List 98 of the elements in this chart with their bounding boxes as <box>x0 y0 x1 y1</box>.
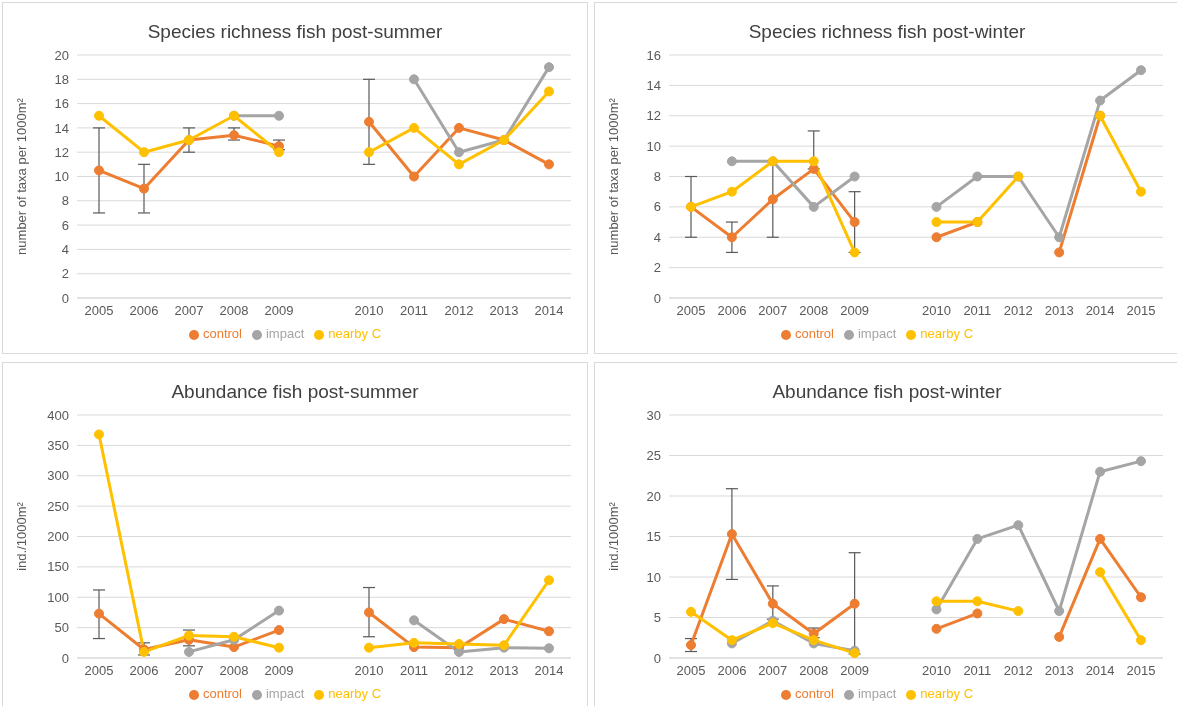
x-tick-label: 2008 <box>799 303 829 319</box>
x-tick-label: 2013 <box>1044 663 1074 679</box>
x-tick-label: 2011 <box>400 303 428 319</box>
x-tick-label: 2015 <box>1126 303 1156 319</box>
x-tick-label: 2007 <box>174 303 204 319</box>
y-tick-label: 0 <box>61 650 69 666</box>
legend-label: control <box>202 326 242 341</box>
y-tick-label: 6 <box>61 217 69 233</box>
legend-label: impact <box>857 326 897 341</box>
y-tick-label: 6 <box>653 199 661 215</box>
y-tick-label: 4 <box>653 229 661 245</box>
x-tick-label: 2009 <box>264 303 294 319</box>
x-tick-label: 2013 <box>1044 303 1074 319</box>
legend-label: control <box>202 686 242 701</box>
x-tick-label: 2011 <box>963 303 992 319</box>
x-tick-label: 2011 <box>400 663 428 679</box>
y-tick-label: 150 <box>47 559 69 575</box>
x-tick-label: 2009 <box>264 663 294 679</box>
y-tick-label: 12 <box>646 108 661 124</box>
x-tick-label: 2009 <box>840 663 870 679</box>
x-tick-label: 2015 <box>1126 663 1156 679</box>
x-tick-label: 2013 <box>489 303 519 319</box>
y-tick-label: 50 <box>54 620 69 636</box>
y-axis-title: number of taxa per 1000m² <box>605 97 621 255</box>
x-tick-label: 2012 <box>1003 663 1033 679</box>
legend-label: control <box>794 686 834 701</box>
x-tick-label: 2006 <box>717 663 747 679</box>
y-tick-label: 15 <box>646 529 661 545</box>
y-tick-label: 0 <box>653 290 661 306</box>
x-tick-label: 2007 <box>758 303 788 319</box>
legend-label: nearby C <box>920 686 974 701</box>
y-tick-label: 8 <box>61 193 69 209</box>
y-tick-label: 16 <box>646 47 661 63</box>
x-tick-label: 2014 <box>534 663 564 679</box>
x-tick-label: 2014 <box>1085 303 1115 319</box>
x-tick-label: 2008 <box>219 303 249 319</box>
legend-label: nearby C <box>920 326 974 341</box>
y-tick-label: 20 <box>54 47 69 63</box>
y-tick-label: 14 <box>646 77 661 93</box>
chart-title: Abundance fish post-summer <box>170 381 420 404</box>
y-tick-label: 100 <box>47 589 69 605</box>
y-tick-label: 8 <box>653 169 661 185</box>
y-tick-label: 200 <box>47 529 69 545</box>
y-tick-label: 4 <box>61 242 69 258</box>
y-tick-label: 5 <box>653 610 661 626</box>
legend-label: nearby C <box>328 326 382 341</box>
x-tick-label: 2014 <box>1085 663 1115 679</box>
y-tick-label: 400 <box>47 407 69 423</box>
y-tick-label: 0 <box>653 650 661 666</box>
y-tick-label: 14 <box>54 120 69 136</box>
y-tick-label: 2 <box>653 260 661 276</box>
y-tick-label: 16 <box>54 96 69 112</box>
x-tick-label: 2010 <box>921 303 951 319</box>
x-tick-label: 2007 <box>174 663 204 679</box>
y-tick-label: 10 <box>54 169 69 185</box>
y-tick-label: 0 <box>61 290 69 306</box>
x-tick-label: 2005 <box>84 663 114 679</box>
x-tick-label: 2013 <box>489 663 519 679</box>
x-tick-label: 2008 <box>799 663 829 679</box>
x-tick-label: 2007 <box>758 663 788 679</box>
y-axis-title: ind./1000m² <box>605 501 621 571</box>
x-tick-label: 2012 <box>444 663 474 679</box>
x-tick-label: 2012 <box>444 303 474 319</box>
legend-label: control <box>794 326 834 341</box>
y-tick-label: 12 <box>54 144 69 160</box>
y-tick-label: 30 <box>646 407 661 423</box>
legend-label: impact <box>857 686 897 701</box>
y-tick-label: 250 <box>47 498 69 514</box>
x-tick-label: 2010 <box>354 663 384 679</box>
legend-label: impact <box>265 686 305 701</box>
legend-label: nearby C <box>328 686 382 701</box>
x-tick-label: 2014 <box>534 303 564 319</box>
y-tick-label: 10 <box>646 138 661 154</box>
x-tick-label: 2011 <box>963 663 992 679</box>
chart-title: Species richness fish post-winter <box>747 21 1027 44</box>
x-tick-label: 2006 <box>129 663 159 679</box>
y-axis-title: ind./1000m² <box>13 501 29 571</box>
y-tick-label: 18 <box>54 71 69 87</box>
x-tick-label: 2005 <box>84 303 114 319</box>
x-tick-label: 2005 <box>676 663 706 679</box>
legend-label: impact <box>265 326 305 341</box>
x-tick-label: 2008 <box>219 663 249 679</box>
y-tick-label: 20 <box>646 488 661 504</box>
x-tick-label: 2005 <box>676 303 706 319</box>
chart-title: Species richness fish post-summer <box>146 21 444 44</box>
x-tick-label: 2012 <box>1003 303 1033 319</box>
y-tick-label: 350 <box>47 437 69 453</box>
y-tick-label: 300 <box>47 468 69 484</box>
y-tick-label: 25 <box>646 448 661 464</box>
y-axis-title: number of taxa per 1000m² <box>13 97 29 255</box>
y-tick-label: 2 <box>61 266 69 282</box>
x-tick-label: 2009 <box>840 303 870 319</box>
x-tick-label: 2010 <box>354 303 384 319</box>
x-tick-label: 2006 <box>717 303 747 319</box>
x-tick-label: 2010 <box>921 663 951 679</box>
chart-title: Abundance fish post-winter <box>771 381 1003 404</box>
y-tick-label: 10 <box>646 569 661 585</box>
x-tick-label: 2006 <box>129 303 159 319</box>
